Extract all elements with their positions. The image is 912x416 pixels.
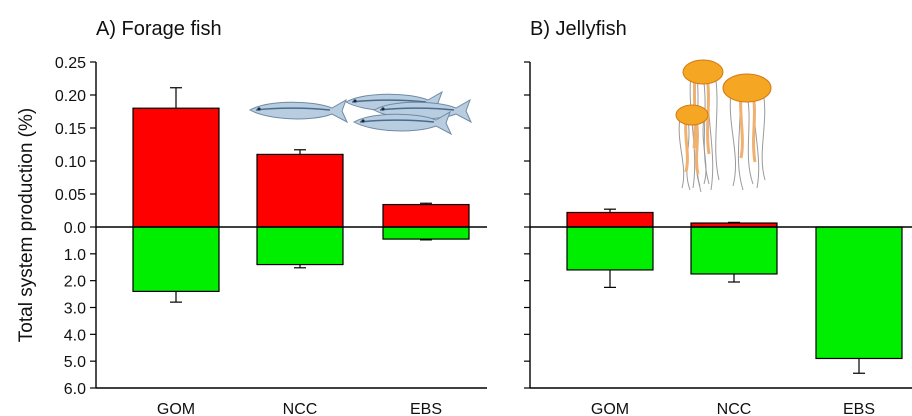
y-tick-label: 0.0 [64, 220, 86, 237]
x-tick-label: GOM [591, 401, 629, 416]
panel-a-title: A) Forage fish [96, 18, 222, 40]
fish-icon [248, 98, 349, 124]
x-tick-label: NCC [283, 401, 318, 416]
y-tick-label: 3.0 [64, 301, 86, 318]
y-tick-label: 0.05 [55, 187, 86, 204]
bar-negative [566, 226, 654, 271]
bar-negative [382, 226, 470, 240]
y-tick-label: 0.10 [55, 154, 86, 171]
bar-negative [815, 226, 903, 360]
panel-b: B) Jellyfish GOM NCC EBS [524, 18, 912, 416]
panel-a-plot: GOM NCC EBS 0.25 0.20 0.15 0.10 0.05 0.0 1.0 2.0 3.… [55, 55, 487, 416]
jelly-icon [722, 73, 772, 191]
y-tick-label: 0.15 [55, 121, 86, 138]
x-tick-label: NCC [717, 401, 752, 416]
y-tick-label: 0.25 [55, 55, 86, 72]
fish-icon [352, 110, 453, 136]
jellyfish-icon [675, 59, 772, 193]
x-tick-label: EBS [843, 401, 875, 416]
bar-negative [256, 226, 344, 266]
y-axis-title: Total system production (%) [16, 108, 37, 342]
jelly-icon [675, 104, 709, 191]
y-tick-label: 2.0 [64, 274, 86, 291]
panel-b-title: B) Jellyfish [530, 18, 627, 40]
x-tick-label: GOM [157, 401, 195, 416]
x-tick-label: EBS [410, 401, 442, 416]
bar-negative [132, 226, 220, 293]
y-tick-label: 4.0 [64, 327, 86, 344]
y-tick-label: 0.20 [55, 88, 86, 105]
bar-negative [690, 226, 778, 275]
forage-fish-icon [248, 90, 473, 136]
y-tick-label: 5.0 [64, 354, 86, 371]
y-tick-label: 6.0 [64, 381, 86, 398]
bar-positive [256, 153, 344, 228]
panel-a: A) Forage fish GOM NCC EBS 0.25 0.20 0.15 0.10… [55, 18, 487, 416]
bar-positive [566, 211, 654, 228]
bar-positive [382, 203, 470, 228]
bar-positive [132, 107, 220, 228]
y-tick-label: 1.0 [64, 247, 86, 264]
panel-b-plot: GOM NCC EBS [524, 61, 912, 416]
